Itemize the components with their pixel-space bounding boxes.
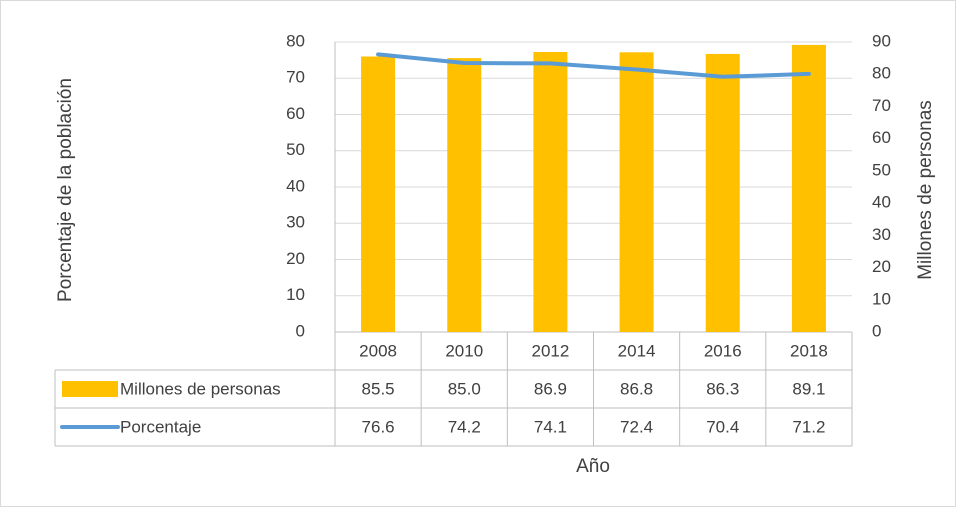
bar xyxy=(361,56,396,332)
y-axis-title: Porcentaje de la población xyxy=(55,78,76,302)
x-tick-label: 2014 xyxy=(618,341,656,360)
y2-tick-label: 50 xyxy=(872,160,891,179)
y2-tick-label: 20 xyxy=(872,257,891,276)
y2-tick-label: 80 xyxy=(872,64,891,83)
y2-tick-label: 30 xyxy=(872,225,891,244)
y-tick-label: 20 xyxy=(286,249,305,268)
legend-label: Millones de personas xyxy=(120,379,281,398)
bar xyxy=(533,51,568,332)
y2-tick-label: 0 xyxy=(872,321,881,340)
y-tick-label: 0 xyxy=(296,321,305,340)
x-tick-label: 2010 xyxy=(445,341,483,360)
y2-tick-label: 70 xyxy=(872,96,891,115)
y2-tick-label: 40 xyxy=(872,193,891,212)
bar xyxy=(619,52,654,333)
x-tick-label: 2016 xyxy=(704,341,742,360)
table-value: 86.9 xyxy=(534,379,567,398)
y2-tick-label: 60 xyxy=(872,128,891,147)
bar xyxy=(791,44,826,333)
y-tick-label: 70 xyxy=(286,68,305,87)
bar xyxy=(447,58,482,332)
y-tick-label: 80 xyxy=(286,31,305,50)
line xyxy=(376,52,811,79)
legend-swatch xyxy=(62,381,118,397)
y-tick-label: 60 xyxy=(286,104,305,123)
x-tick-label: 2008 xyxy=(359,341,397,360)
y-tick-label: 30 xyxy=(286,213,305,232)
table-value: 74.1 xyxy=(534,417,567,436)
table-value: 74.2 xyxy=(448,417,481,436)
y2-tick-label: 10 xyxy=(872,289,891,308)
table-value: 85.5 xyxy=(362,379,395,398)
x-axis-title: Año xyxy=(576,456,610,477)
y-tick-label: 50 xyxy=(286,140,305,159)
y2-axis-title: Millones de personas xyxy=(915,100,936,280)
table-value: 86.8 xyxy=(620,379,653,398)
y-tick-label: 40 xyxy=(286,176,305,195)
table-value: 86.3 xyxy=(706,379,739,398)
table-value: 76.6 xyxy=(362,417,395,436)
x-tick-label: 2018 xyxy=(790,341,828,360)
bar xyxy=(705,53,740,333)
table-value: 71.2 xyxy=(792,417,825,436)
y-tick-label: 10 xyxy=(286,285,305,304)
x-tick-label: 2012 xyxy=(532,341,570,360)
legend-label: Porcentaje xyxy=(120,417,201,436)
y2-tick-label: 90 xyxy=(872,31,891,50)
table-value: 72.4 xyxy=(620,417,653,436)
table-value: 85.0 xyxy=(448,379,481,398)
table-value: 70.4 xyxy=(706,417,739,436)
table-value: 89.1 xyxy=(792,379,825,398)
